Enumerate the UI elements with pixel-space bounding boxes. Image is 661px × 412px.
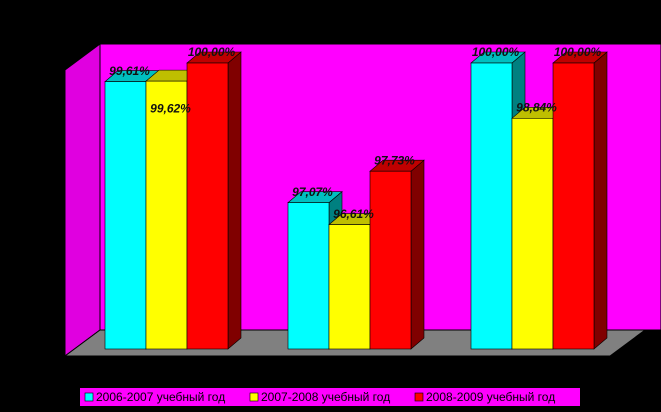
bar — [552, 62, 595, 350]
value-label: 96,61% — [333, 207, 374, 221]
legend-label: 2008-2009 учебный год — [426, 390, 555, 404]
value-label: 98,84% — [516, 100, 557, 114]
bar — [186, 62, 229, 350]
bar-side — [227, 51, 242, 350]
bar — [287, 202, 330, 350]
bar — [511, 117, 554, 350]
value-label: 100,00% — [472, 45, 520, 59]
value-label: 100,00% — [188, 45, 236, 59]
value-label: 99,61% — [109, 64, 150, 78]
value-label: 99,62% — [150, 101, 191, 115]
legend — [80, 388, 580, 406]
value-label: 100,00% — [554, 45, 602, 59]
legend-swatch — [249, 392, 259, 402]
bar — [328, 224, 371, 350]
bar — [104, 81, 147, 350]
legend-swatch — [414, 392, 424, 402]
legend-label: 2006-2007 учебный год — [96, 390, 225, 404]
value-label: 97,07% — [292, 185, 333, 199]
side-wall — [64, 43, 101, 357]
bar-side — [593, 51, 608, 350]
bar — [369, 170, 412, 350]
bar — [145, 80, 188, 350]
value-label: 97,73% — [374, 153, 415, 167]
legend-label: 2007-2008 учебный год — [261, 390, 390, 404]
legend-swatch — [84, 392, 94, 402]
bar-side — [410, 159, 425, 350]
bar — [470, 62, 513, 350]
